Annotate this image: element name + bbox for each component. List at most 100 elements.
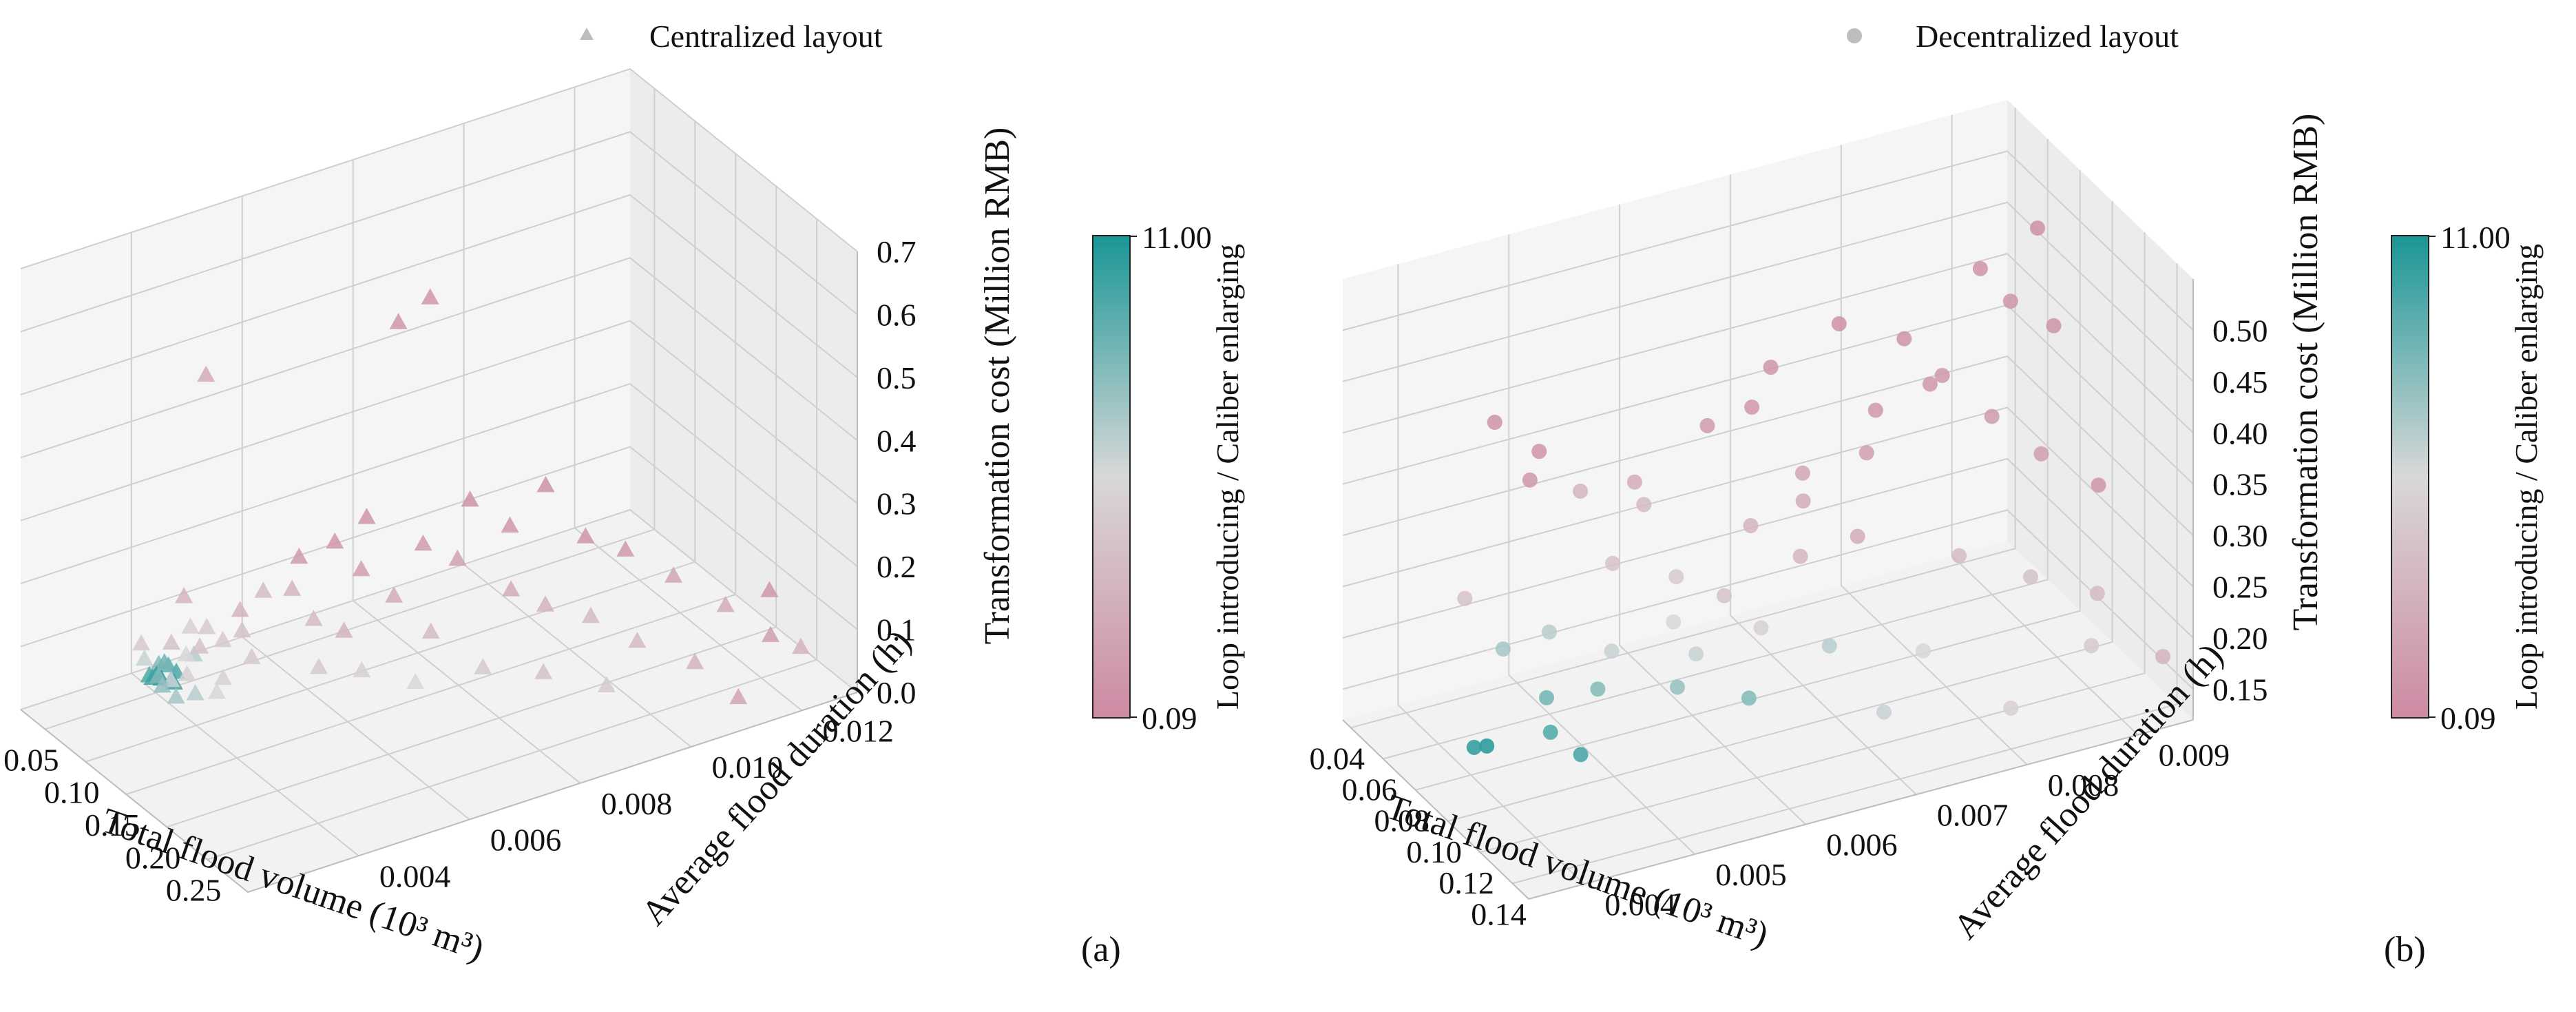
- z-gridline: [1342, 150, 2194, 331]
- panel-label-a: (a): [1081, 930, 1121, 969]
- data-point: [534, 663, 553, 679]
- gridlines-b: [1342, 107, 2194, 900]
- data-point: [2046, 318, 2062, 333]
- z-tick-label: 0.50: [2212, 313, 2268, 348]
- data-point: [283, 579, 302, 596]
- z-tick-label: 0.1: [877, 612, 917, 648]
- data-point: [2155, 649, 2171, 665]
- data-point: [181, 617, 200, 634]
- data-point: [448, 549, 467, 566]
- data-point: [1876, 704, 1892, 720]
- y-gridline: [1619, 204, 1806, 825]
- data-point: [1573, 484, 1589, 499]
- z-tick-label: 0.2: [877, 549, 917, 584]
- data-point: [1984, 409, 2000, 424]
- data-point: [628, 632, 647, 648]
- data-point: [1487, 415, 1502, 430]
- z-gridline: [20, 320, 858, 522]
- tick-labels-b: 0.040.060.080.100.120.14 0.004 0.005 0.006 0…: [1309, 313, 2268, 931]
- data-point: [353, 661, 371, 678]
- data-point: [254, 581, 273, 598]
- y-gridline: [1397, 264, 1585, 885]
- colorbar-max-label-b: 11.00: [2440, 220, 2511, 255]
- data-point: [1858, 445, 1874, 461]
- x-tick-label: 0.15: [85, 807, 140, 843]
- axis-edge: [20, 692, 858, 894]
- data-point: [1542, 724, 1558, 740]
- y-tick-label: 0.004: [379, 858, 451, 894]
- y-gridline: [1840, 145, 2028, 765]
- data-point: [792, 637, 810, 654]
- floor-pane: [21, 510, 857, 892]
- back-pane: [2007, 100, 2193, 720]
- x-tick-label: 0.25: [166, 873, 222, 908]
- x-tick-label: 0.06: [1341, 772, 1397, 807]
- floor-pane: [1343, 541, 2193, 899]
- z-gridline: [20, 68, 858, 269]
- colorbar-label-a: Loop introducing / Caliber enlarging: [1210, 244, 1245, 710]
- data-point: [762, 626, 779, 642]
- z-gridline: [20, 382, 858, 585]
- scatter-points-a: [132, 288, 810, 705]
- data-point: [616, 540, 635, 557]
- data-point: [1479, 738, 1495, 754]
- x-tick-label: 0.05: [3, 742, 59, 777]
- data-point: [1741, 690, 1757, 706]
- tick-labels-a: 0.050.100.150.200.25 0.004 0.006 0.008 0.010…: [3, 234, 916, 908]
- z-tick-label: 0.40: [2212, 415, 2268, 451]
- back-pane: [630, 69, 857, 692]
- data-point: [162, 671, 180, 688]
- y-tick-label: 0.007: [1937, 797, 2009, 832]
- colorbar-min-label-b: 0.09: [2440, 701, 2496, 736]
- chart-panel-a: 0.050.100.150.200.25 0.004 0.006 0.008 0.010…: [3, 19, 1245, 969]
- chart-panel-b: 0.040.060.080.100.120.14 0.004 0.005 0.006 0…: [1309, 19, 2544, 969]
- data-point: [461, 490, 479, 507]
- data-point: [1573, 747, 1589, 763]
- data-point: [198, 618, 216, 634]
- data-point: [1522, 472, 1538, 488]
- colorbar-max-label-a: 11.00: [1142, 220, 1212, 255]
- data-point: [1794, 465, 1810, 481]
- data-point: [208, 683, 226, 699]
- z-gridline: [1342, 355, 2194, 537]
- z-tick-label: 0.0: [877, 675, 917, 710]
- data-point: [167, 688, 185, 704]
- data-point: [1688, 646, 1704, 662]
- data-point: [1666, 614, 1682, 630]
- data-point: [175, 587, 193, 603]
- data-point: [1792, 548, 1808, 564]
- z-gridline: [1342, 406, 2194, 588]
- data-point: [502, 580, 521, 597]
- data-point: [385, 586, 404, 603]
- data-point: [2023, 569, 2038, 585]
- data-point: [352, 560, 370, 577]
- y-tick-label: 0.010: [712, 750, 784, 785]
- data-point: [1636, 497, 1652, 513]
- y-tick-label: 0.006: [1826, 827, 1898, 863]
- data-point: [664, 566, 682, 583]
- data-point: [1743, 518, 1759, 533]
- z-gridline: [1342, 509, 2194, 690]
- data-point: [1541, 624, 1557, 640]
- data-point: [1604, 643, 1620, 659]
- data-point: [716, 596, 735, 612]
- y-tick-label: 0.004: [1604, 887, 1676, 922]
- x-gridline: [1512, 263, 2178, 885]
- data-point: [326, 532, 344, 549]
- data-point: [214, 668, 232, 685]
- data-point: [1763, 360, 1779, 375]
- z-gridline: [20, 257, 858, 459]
- legend-label-b: Decentralized layout: [1916, 19, 2179, 54]
- data-point: [421, 622, 440, 639]
- z-tick-label: 0.7: [877, 234, 917, 269]
- z-gridline: [20, 131, 858, 333]
- data-point: [135, 649, 154, 666]
- gridlines-a: [20, 68, 858, 894]
- axis-edge: [1342, 719, 2194, 900]
- z-tick-label: 0.4: [877, 423, 917, 458]
- y-gridline: [1508, 234, 1695, 855]
- data-point: [2002, 293, 2018, 309]
- data-point: [1670, 679, 1685, 695]
- y-tick-label: 0.005: [1715, 857, 1787, 892]
- data-point: [501, 516, 519, 533]
